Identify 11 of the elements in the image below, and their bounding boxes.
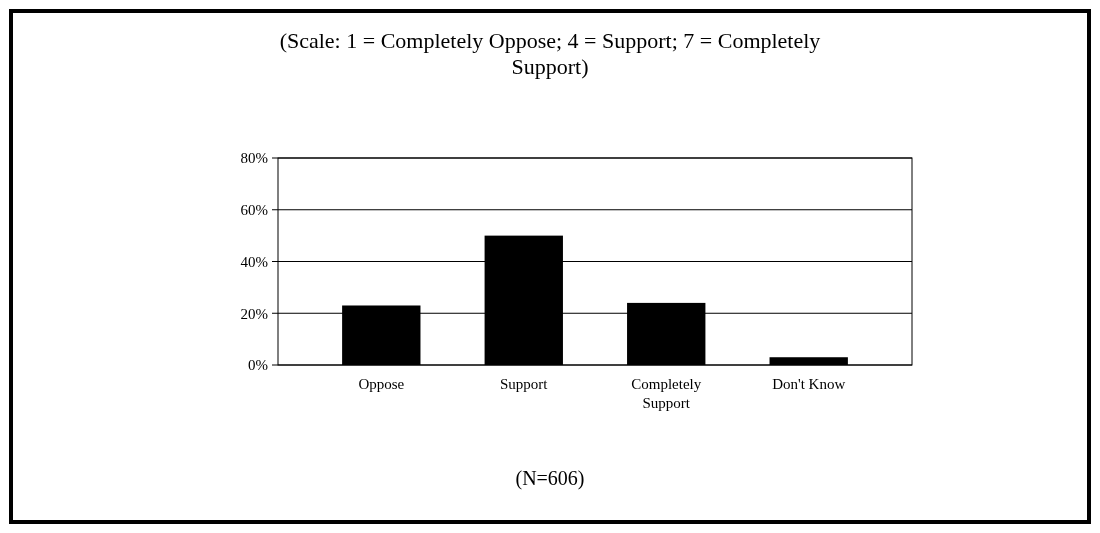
y-tick-label: 20% xyxy=(240,305,268,322)
y-tick-label: 80% xyxy=(240,150,268,167)
y-tick-label: 40% xyxy=(240,253,268,270)
y-tick-label: 60% xyxy=(240,202,268,218)
x-tick-label: Don't Know xyxy=(772,376,846,392)
x-tick-label: Oppose xyxy=(358,376,405,392)
chart-title: (Scale: 1 = Completely Oppose; 4 = Support; 7 = Completely Support) xyxy=(279,28,821,79)
y-tick-label: 0% xyxy=(248,357,268,374)
x-tick-label: Completely Support xyxy=(631,376,702,411)
text: (N=606) xyxy=(515,467,585,490)
x-tick-label: Support xyxy=(500,376,549,392)
